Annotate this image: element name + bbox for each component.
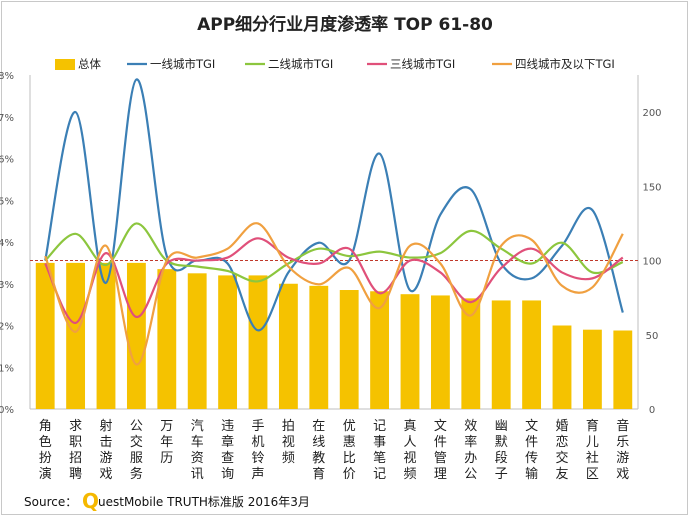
y-left-tick-label: 3%: [0, 280, 14, 291]
y-left-tick-label: 6%: [0, 155, 14, 166]
y-right-tick-label: 50: [646, 331, 659, 342]
category-label: 射击游戏: [99, 418, 112, 482]
category-label: 效率办公: [464, 419, 477, 482]
tgi-line: [44, 222, 624, 366]
source-text: uestMobile TRUTH标准版 2016年3月: [98, 495, 310, 509]
tgi-line: [44, 78, 624, 332]
bar: [126, 262, 146, 409]
bar: [309, 285, 329, 409]
tgi-line: [44, 222, 624, 283]
category-label: 真人视频: [403, 419, 416, 482]
y-right-tick-label: 100: [642, 257, 661, 268]
legend-label: 三线城市TGI: [390, 57, 455, 71]
category-label: 万年历: [160, 419, 173, 466]
legend-label: 四线城市及以下TGI: [515, 57, 615, 71]
bar: [66, 262, 86, 409]
bar: [491, 300, 511, 409]
category-label: 拍视频: [282, 419, 295, 466]
bar: [96, 262, 116, 409]
bar: [218, 275, 238, 409]
bar: [522, 300, 542, 409]
category-label: 求职招聘: [69, 419, 82, 482]
source-note: Source： Q uestMobile TRUTH标准版 2016年3月: [24, 489, 310, 513]
bar: [370, 291, 390, 409]
y-left-tick-label: 2%: [0, 322, 14, 333]
bars: [35, 262, 633, 409]
y-left-tick-label: 0%: [0, 405, 14, 416]
category-label: 婚恋交友: [555, 419, 568, 482]
bar: [35, 262, 55, 409]
category-label: 汽车资讯: [191, 419, 204, 482]
legend-swatch: [55, 59, 75, 70]
tgi-lines: [44, 78, 624, 366]
tgi-line: [44, 237, 624, 324]
y-left-tick-label: 8%: [0, 71, 14, 82]
source-label: Source：: [24, 495, 77, 509]
category-label: 文件管理: [434, 419, 447, 482]
category-label: 角色扮演: [39, 419, 52, 482]
category-label: 手机铃声: [251, 419, 264, 482]
category-label: 公交服务: [130, 419, 143, 482]
bar: [187, 273, 207, 409]
category-label: 幽默段子: [495, 419, 508, 482]
questmobile-logo-q: Q: [82, 489, 99, 513]
bar: [157, 269, 177, 409]
bar: [400, 294, 420, 409]
category-label: 在线教育: [312, 419, 325, 482]
y-left-tick-label: 1%: [0, 363, 14, 374]
bar: [278, 283, 298, 409]
y-right-tick-label: 0: [649, 405, 655, 416]
bar: [613, 330, 633, 409]
y-left-tick-label: 7%: [0, 113, 14, 124]
legend: 总体 一线城市TGI 二线城市TGI 三线城市TGI 四线城市及以下TGI: [55, 57, 615, 71]
bar: [339, 290, 359, 409]
legend-label: 二线城市TGI: [268, 57, 333, 71]
category-label: 文件传输: [525, 419, 538, 482]
legend-label: 一线城市TGI: [150, 57, 215, 71]
category-labels: 角色扮演 求职招聘 射击游戏 公交服务 万年历 汽车资讯 违章查询 手机铃声 拍视频 在线教育 优惠…: [39, 418, 630, 482]
y-left-tick-label: 5%: [0, 196, 14, 207]
bar: [248, 275, 268, 409]
category-label: 记事笔记: [373, 419, 386, 482]
y-right-ticks: 0 50 100 150 200: [642, 108, 661, 416]
category-label: 育儿社区: [586, 418, 599, 482]
y-left-tick-label: 4%: [0, 238, 14, 249]
category-label: 违章查询: [221, 419, 234, 482]
bar: [582, 329, 602, 409]
y-right-tick-label: 200: [642, 108, 661, 119]
y-right-tick-label: 150: [642, 182, 661, 193]
bar: [461, 298, 481, 409]
category-label: 音乐游戏: [616, 418, 629, 482]
category-label: 优惠比价: [343, 419, 356, 482]
y-left-ticks: 0% 1% 2% 3% 4% 5% 6% 7% 8%: [0, 71, 14, 416]
chart-title: APP细分行业月度渗透率 TOP 61-80: [197, 14, 493, 35]
legend-label: 总体: [78, 57, 101, 71]
bar: [552, 325, 572, 409]
bar: [430, 295, 450, 409]
